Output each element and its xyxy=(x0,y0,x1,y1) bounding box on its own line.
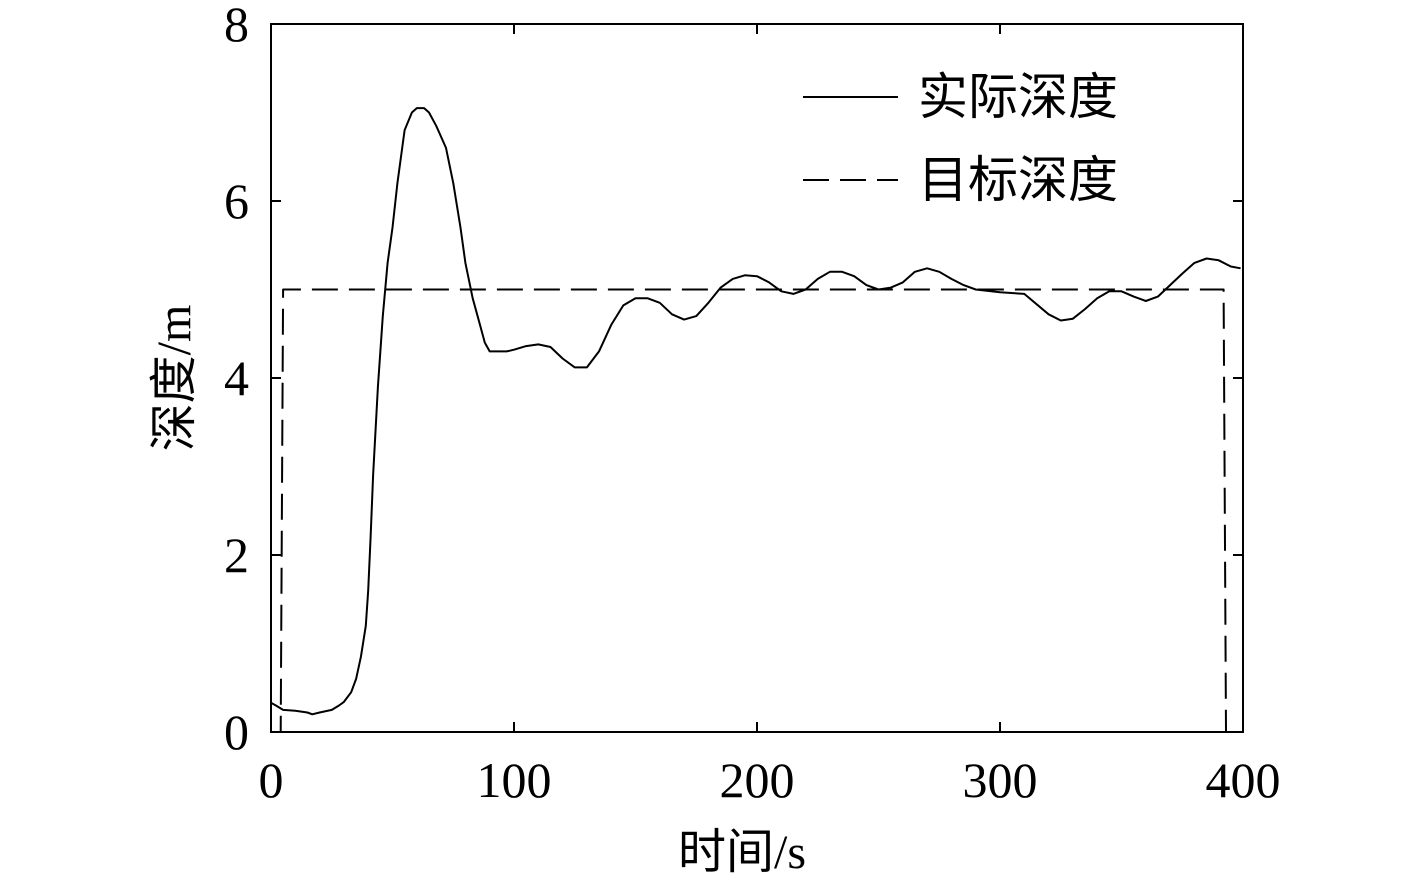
legend-label-1: 实际深度 xyxy=(918,69,1118,125)
x-tick-label: 300 xyxy=(963,752,1038,808)
x-tick-label: 400 xyxy=(1206,752,1281,808)
legend-label-2: 目标深度 xyxy=(918,152,1118,208)
axes-layer: 0 100 200 300 400 0 2 4 6 8 时间/s 深度/m xyxy=(148,0,1281,879)
series-line-1 xyxy=(270,107,1241,716)
y-tick-label: 6 xyxy=(224,173,249,229)
y-tick-label: 2 xyxy=(224,527,249,583)
y-tick-label: 4 xyxy=(224,350,249,406)
x-tick-label: 100 xyxy=(477,752,552,808)
x-axis-label: 时间/s xyxy=(678,826,806,879)
x-tick-label: 0 xyxy=(259,752,284,808)
y-tick-label: 0 xyxy=(224,704,249,760)
series-line-2 xyxy=(271,288,1243,733)
plot-frame xyxy=(270,23,1244,733)
y-axis-label: 深度/m xyxy=(148,305,201,452)
x-tick-label: 200 xyxy=(720,752,795,808)
y-tick-label: 8 xyxy=(224,0,249,52)
